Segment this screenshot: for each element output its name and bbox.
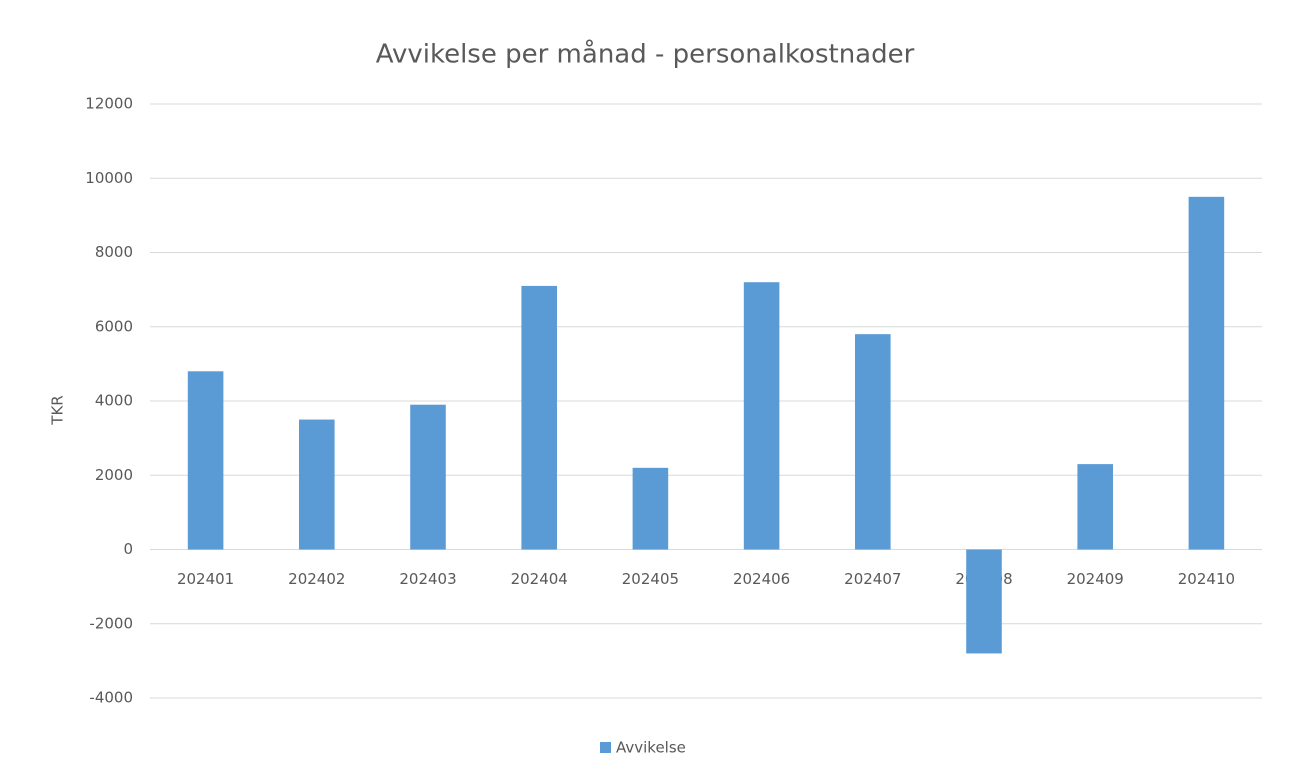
bar bbox=[299, 419, 335, 550]
y-tick-label: -2000 bbox=[89, 614, 133, 632]
y-tick-label: 8000 bbox=[95, 243, 133, 261]
x-tick-label: 202409 bbox=[1067, 570, 1124, 588]
bar bbox=[966, 549, 1002, 654]
x-tick-label: 202401 bbox=[177, 570, 234, 588]
y-tick-label: 2000 bbox=[95, 466, 133, 484]
bar bbox=[410, 404, 446, 550]
bar bbox=[1077, 464, 1113, 550]
y-tick-label: -4000 bbox=[89, 689, 133, 707]
y-tick-label: 6000 bbox=[95, 317, 133, 335]
x-tick-label: 202402 bbox=[288, 570, 345, 588]
y-tick-label: 4000 bbox=[95, 392, 133, 410]
y-tick-label: 0 bbox=[123, 540, 133, 558]
x-tick-label: 202403 bbox=[399, 570, 456, 588]
bar bbox=[521, 285, 557, 550]
legend-swatch bbox=[600, 742, 611, 753]
chart-title: Avvikelse per månad - personalkostnader bbox=[376, 39, 915, 70]
legend-label: Avvikelse bbox=[616, 739, 686, 757]
x-tick-label: 202406 bbox=[733, 570, 790, 588]
bar bbox=[187, 371, 224, 550]
x-tick-label: 202410 bbox=[1178, 570, 1235, 588]
y-axis-label: TKR bbox=[49, 395, 67, 425]
x-tick-label: 202405 bbox=[622, 570, 679, 588]
x-tick-label: 202404 bbox=[511, 570, 568, 588]
y-tick-label: 10000 bbox=[85, 169, 133, 187]
bar bbox=[632, 467, 669, 550]
bar bbox=[855, 334, 891, 550]
bar bbox=[1188, 196, 1225, 550]
bar bbox=[743, 282, 780, 550]
x-tick-label: 202407 bbox=[844, 570, 901, 588]
y-tick-label: 12000 bbox=[85, 95, 133, 113]
